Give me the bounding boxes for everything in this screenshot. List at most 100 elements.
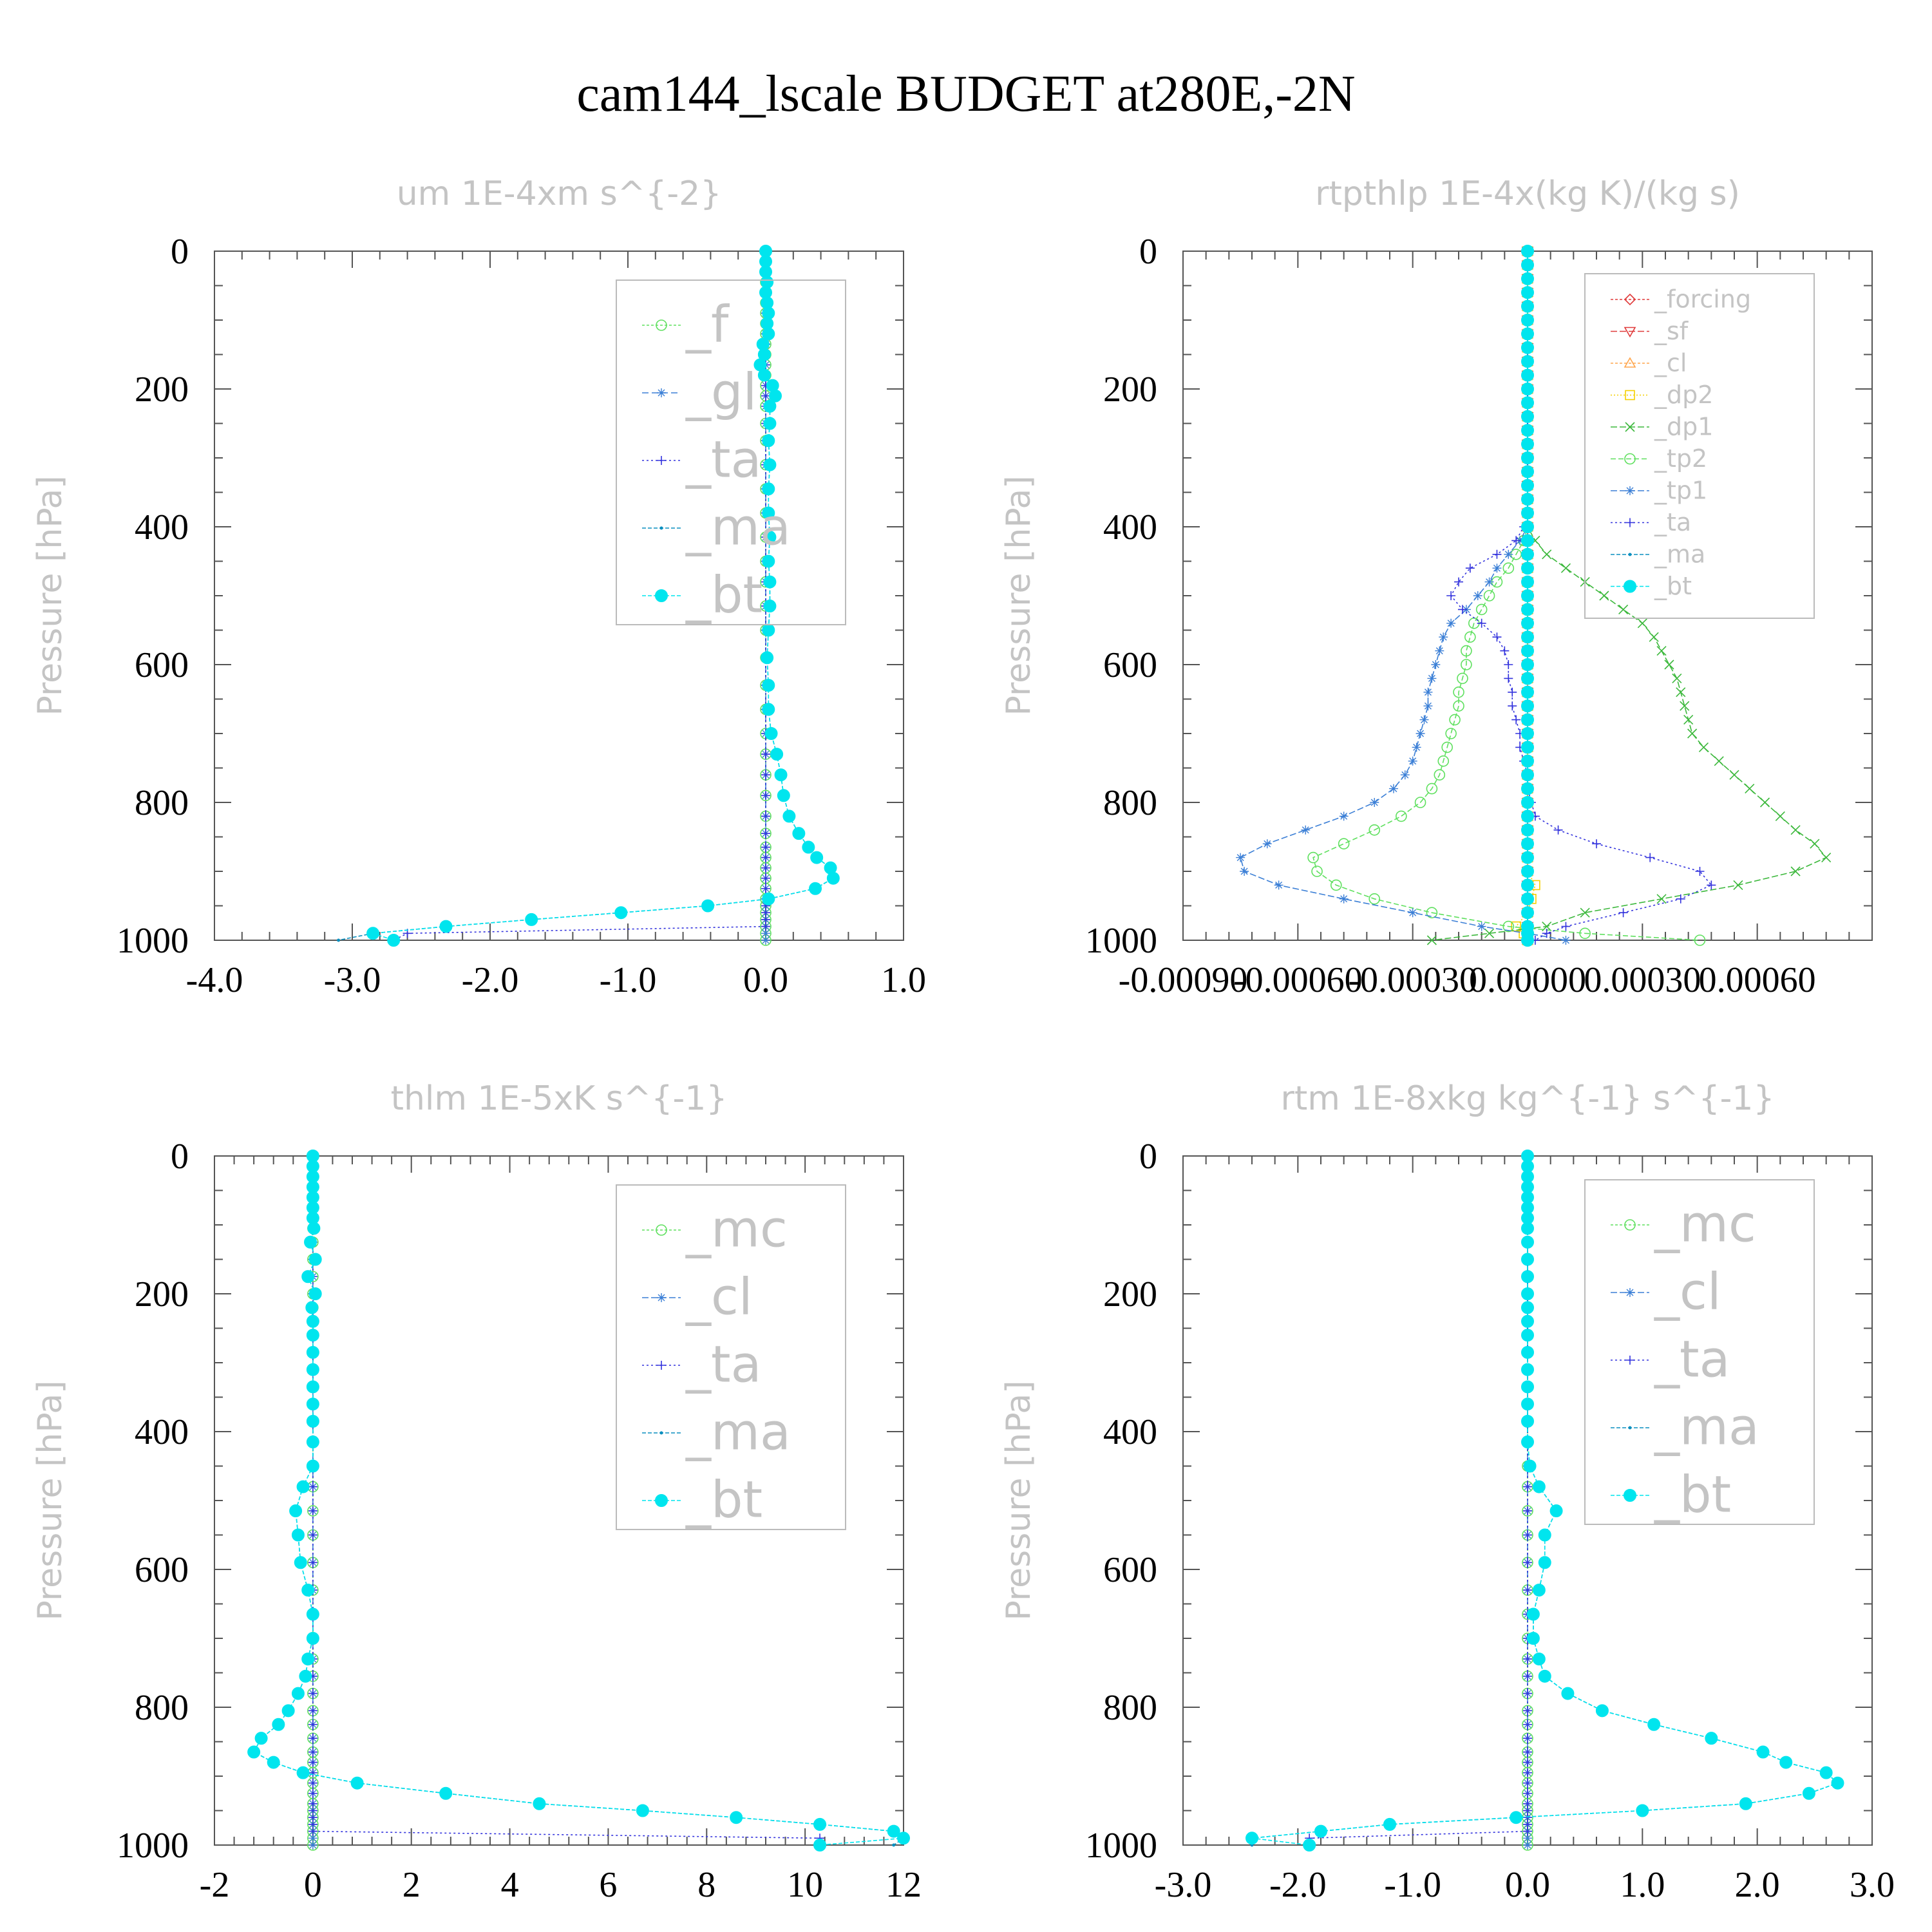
series-bt-point xyxy=(1521,1235,1534,1249)
series-bt-point xyxy=(1521,327,1534,341)
series-bt-point xyxy=(1521,314,1534,327)
series-bt-point xyxy=(1521,1253,1534,1266)
series-tp2-point xyxy=(1502,562,1515,574)
series-ta-point xyxy=(1707,880,1716,890)
panel-title: rtm 1E-8xkg kg^{-1} s^{-1} xyxy=(1280,1079,1774,1118)
series-bt-point xyxy=(301,1270,315,1283)
y-tick-label: 200 xyxy=(1103,1274,1157,1314)
series-bt-point xyxy=(1538,1556,1551,1569)
series-bt-point xyxy=(1521,823,1534,837)
series-bt-point xyxy=(770,748,784,761)
series-bt-point xyxy=(254,1732,268,1745)
series-bt-point xyxy=(1383,1817,1396,1831)
series-bt-point xyxy=(439,920,453,933)
series-dp1-point xyxy=(1745,784,1755,794)
series-bt-point xyxy=(1521,355,1534,368)
series-bt-point xyxy=(1521,272,1534,285)
series-bt-point xyxy=(1636,1804,1649,1817)
legend-marker xyxy=(655,589,668,602)
y-tick-label: 600 xyxy=(135,645,189,685)
series-tp1-point xyxy=(1504,549,1513,559)
series-cl-point xyxy=(1523,1833,1532,1843)
y-tick-label: 1000 xyxy=(1085,921,1157,961)
series-dp1-line xyxy=(1432,251,1827,941)
series-dp1-point xyxy=(1618,604,1629,614)
legend-box xyxy=(616,279,846,625)
x-tick-label: 6 xyxy=(599,1865,617,1905)
legend-label: _gl xyxy=(685,364,757,422)
legend-item-dp2: _dp2 xyxy=(1611,381,1713,409)
series-ta-point xyxy=(308,1706,317,1716)
legend-label: _ma xyxy=(1654,1399,1759,1457)
series-ta-point xyxy=(1523,1778,1532,1788)
series-bt-point xyxy=(1521,1345,1534,1359)
series-bt-point xyxy=(439,1786,453,1800)
series-tp1-point xyxy=(1339,894,1349,904)
series-tp2-point xyxy=(1441,741,1453,753)
series-bt-point xyxy=(802,840,815,854)
series-dp1-point xyxy=(1426,935,1437,945)
series-bt-point xyxy=(762,623,775,637)
series-bt-point xyxy=(1521,672,1534,685)
series-bt-point xyxy=(1595,1704,1609,1718)
series-ta-point xyxy=(761,829,770,838)
series-bt-point xyxy=(810,851,824,864)
series-tp1-point xyxy=(1301,825,1311,835)
series-tp2-point xyxy=(1694,934,1706,946)
legend-marker xyxy=(657,456,666,465)
series-bt-point xyxy=(792,827,806,840)
x-tick-label: 4 xyxy=(501,1865,519,1905)
legend-marker xyxy=(1628,553,1632,556)
series-bt-point xyxy=(1521,410,1534,423)
series-group xyxy=(337,245,840,947)
series-bt-point xyxy=(1521,534,1534,547)
series-bt-point xyxy=(305,1301,319,1314)
y-tick-label: 800 xyxy=(135,1688,189,1728)
series-bt-point xyxy=(1521,699,1534,713)
y-tick-label: 1000 xyxy=(1085,1826,1157,1866)
series-tp1-point xyxy=(1435,646,1444,656)
series-bt-point xyxy=(1739,1797,1752,1810)
series-dp1-point xyxy=(1714,756,1724,766)
series-gl-point xyxy=(761,929,770,938)
x-tick-label: 12 xyxy=(886,1865,922,1905)
series-ta-point xyxy=(761,391,770,401)
series-bt-point xyxy=(306,1345,319,1359)
legend-label: _mc xyxy=(685,1201,788,1259)
series-tp1-point xyxy=(1423,701,1433,711)
series-bt-point xyxy=(1521,768,1534,782)
series-tp2-point xyxy=(1414,797,1426,808)
legend-label: _dp1 xyxy=(1654,413,1713,441)
y-tick-label: 800 xyxy=(135,783,189,823)
legend-marker xyxy=(1625,390,1635,401)
legend-item-ma: _ma xyxy=(1611,1399,1759,1457)
series-bt-point xyxy=(763,531,777,544)
series-dp1-point xyxy=(1542,922,1552,932)
series-bt-point xyxy=(307,1222,321,1235)
y-tick-label: 0 xyxy=(1139,1137,1157,1177)
series-tp1-point xyxy=(1262,839,1272,849)
series-bt xyxy=(366,245,840,947)
series-dp1-point xyxy=(1672,673,1682,683)
series-bt-point xyxy=(1521,383,1534,395)
series-bt-point xyxy=(304,1235,317,1249)
series-bt-point xyxy=(1521,424,1534,437)
series-ta-point xyxy=(1523,1506,1532,1516)
series-bt-point xyxy=(306,1607,319,1621)
legend-label: _dp2 xyxy=(1654,381,1713,409)
series-bt-point xyxy=(1510,1811,1523,1824)
series-tp1-point xyxy=(1240,867,1249,876)
series-bt-point xyxy=(1521,341,1534,354)
legend-label: _cl xyxy=(1654,1264,1721,1321)
series-bt-point xyxy=(1705,1732,1718,1745)
series-bt-point xyxy=(1521,713,1534,726)
series-dp1-point xyxy=(1484,928,1495,938)
legend-marker xyxy=(1624,357,1636,368)
series-ta-point xyxy=(1523,1706,1532,1716)
series-ta-point xyxy=(308,1719,317,1729)
series-ta-point xyxy=(1523,1671,1532,1681)
series-tp2-point xyxy=(1437,755,1450,767)
series-ta-point xyxy=(1511,715,1521,724)
legend-label: _tp1 xyxy=(1654,477,1707,505)
series-tp1-point xyxy=(1423,687,1433,697)
